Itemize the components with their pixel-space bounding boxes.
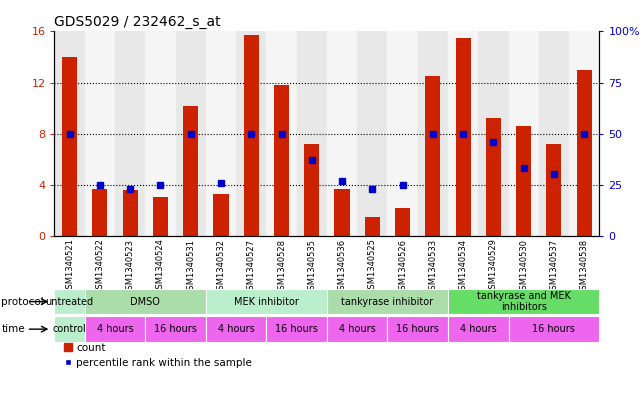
Bar [183,105,198,236]
Bar [516,126,531,236]
Text: 4 hours: 4 hours [218,324,254,334]
Text: 4 hours: 4 hours [97,324,133,334]
Text: 4 hours: 4 hours [460,324,497,334]
Text: MEK inhibitor: MEK inhibitor [234,297,299,307]
Text: 16 hours: 16 hours [275,324,318,334]
Bar [85,316,146,342]
Bar [206,31,236,236]
Bar [357,31,387,236]
Bar [297,31,327,236]
Bar [146,316,206,342]
Bar [153,197,168,236]
Bar [146,31,176,236]
Bar [274,85,289,236]
Bar [508,31,539,236]
Text: DMSO: DMSO [130,297,160,307]
Bar [539,31,569,236]
Bar [327,316,387,342]
Bar [569,31,599,236]
Bar [206,289,327,314]
Bar [448,316,508,342]
Text: 16 hours: 16 hours [154,324,197,334]
Bar [448,31,478,236]
Bar [508,316,599,342]
Text: tankyrase and MEK
inhibitors: tankyrase and MEK inhibitors [477,291,570,312]
Bar [176,31,206,236]
Bar [54,316,85,342]
Legend: count, percentile rank within the sample: count, percentile rank within the sample [60,338,256,372]
Bar [206,316,267,342]
Bar [236,31,267,236]
Text: 16 hours: 16 hours [396,324,439,334]
Text: control: control [53,324,87,334]
Bar [122,190,138,236]
Bar [365,217,380,236]
Bar [54,289,85,314]
Bar [62,57,77,236]
Bar [577,70,592,236]
Bar [546,144,562,236]
Bar [54,31,85,236]
Bar [327,31,357,236]
Text: tankyrase inhibitor: tankyrase inhibitor [342,297,433,307]
Bar [85,289,206,314]
Bar [418,31,448,236]
Text: GDS5029 / 232462_s_at: GDS5029 / 232462_s_at [54,15,221,29]
Bar [387,31,418,236]
Bar [304,144,319,236]
Text: untreated: untreated [46,297,94,307]
Bar [425,76,440,236]
Text: time: time [1,324,25,334]
Text: 16 hours: 16 hours [533,324,576,334]
Bar [327,289,448,314]
Bar [213,194,229,236]
Bar [395,208,410,236]
Bar [387,316,448,342]
Text: 4 hours: 4 hours [339,324,376,334]
Bar [267,316,327,342]
Bar [267,31,297,236]
Bar [486,118,501,236]
Bar [85,31,115,236]
Text: protocol: protocol [1,297,44,307]
Bar [448,289,599,314]
Bar [456,38,470,236]
Bar [92,189,108,236]
Bar [244,35,259,236]
Bar [478,31,508,236]
Bar [335,189,349,236]
Bar [115,31,146,236]
